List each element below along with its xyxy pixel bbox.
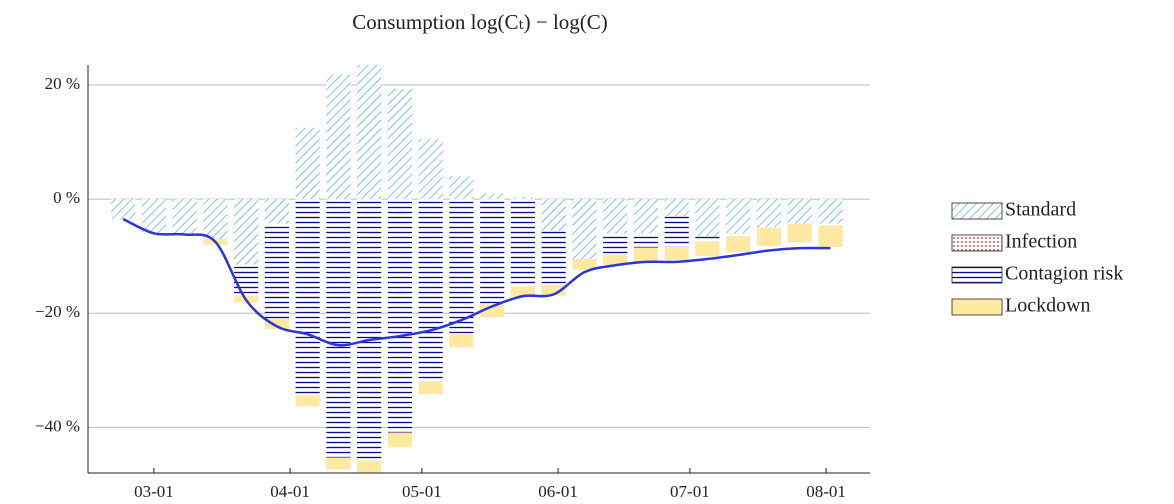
bar-segment (818, 199, 843, 224)
bar-segment (633, 233, 659, 248)
y-tick-label: 0 % (53, 188, 80, 207)
bar-segment (141, 199, 166, 234)
bar-segment (633, 247, 659, 262)
bar-segment (541, 199, 566, 231)
x-tick-label: 04-01 (270, 482, 310, 501)
legend-label: Infection (1005, 231, 1077, 253)
bar-segment (818, 225, 843, 248)
legend-swatch (951, 266, 1003, 284)
bar-segment (357, 460, 382, 473)
bar-segment (726, 233, 751, 237)
bar-segment (664, 247, 689, 261)
bar-segment (387, 432, 413, 448)
legend-label: Lockdown (1005, 295, 1091, 317)
bar-segment (295, 199, 320, 396)
bar-segment (726, 236, 751, 253)
bar-segment (510, 199, 536, 287)
bar-segment (449, 199, 474, 334)
bar-segment (541, 230, 566, 285)
bar-segment (480, 199, 505, 305)
bar-segment (787, 223, 812, 243)
bar-segment (695, 236, 720, 242)
x-tick-label: 05-01 (402, 482, 442, 501)
bar-segment (357, 65, 382, 200)
x-tick-label: 06-01 (538, 482, 578, 501)
bar-segment (387, 88, 413, 200)
chart-title: Consumption log(Cₜ) − log(C) (352, 10, 608, 34)
bar-segment (264, 223, 289, 319)
bar-segment (787, 199, 812, 224)
bar-segment (234, 264, 259, 296)
y-tick-label: 20 % (45, 74, 80, 93)
bar-segment (603, 199, 628, 234)
bar-segment (756, 227, 782, 246)
bar-segment (295, 395, 320, 407)
consumption-line (122, 217, 831, 347)
bar-segment (387, 199, 413, 433)
bar-segment (510, 197, 536, 200)
bar-segment (664, 199, 689, 217)
bar-segment (203, 199, 228, 240)
bar-segment (603, 254, 628, 265)
bar-segment (480, 304, 505, 318)
y-tick-label: −20 % (35, 302, 80, 321)
bar-segment (480, 193, 505, 200)
legend-swatch (951, 234, 1003, 252)
bar-segment (264, 199, 289, 224)
legend-swatch (951, 298, 1003, 316)
bar-segment (510, 286, 536, 297)
bar-segment (756, 199, 782, 228)
bar-segment (326, 457, 351, 470)
bar-segment (111, 199, 136, 220)
bar-segment (357, 199, 382, 461)
bar-segment (234, 199, 259, 265)
bar-segment (449, 176, 474, 200)
bar-segment (418, 381, 443, 395)
bar-segment (664, 216, 689, 248)
y-tick-label: −40 % (35, 416, 80, 435)
x-tick-label: 08-01 (806, 482, 846, 501)
legend-swatch (951, 202, 1003, 220)
bar-segment (572, 199, 597, 260)
x-tick-label: 03-01 (134, 482, 174, 501)
bar-segment (603, 233, 628, 255)
bar-segment (418, 139, 443, 200)
bar-segment (326, 74, 351, 200)
bar-segment (172, 199, 197, 234)
legend-label: Standard (1005, 199, 1076, 221)
bar-segment (695, 199, 720, 237)
bar-segment (418, 199, 443, 382)
bar-segment (572, 259, 597, 270)
bar-segment (541, 284, 566, 296)
bar-segment (818, 223, 843, 226)
bar-segment (326, 199, 351, 458)
bar-segment (264, 318, 289, 330)
x-tick-label: 07-01 (670, 482, 710, 501)
legend-label: Contagion risk (1005, 263, 1123, 285)
bar-segment (295, 127, 320, 200)
bar-segment (449, 333, 474, 348)
bar-segment (633, 199, 659, 234)
bar-segment (695, 241, 720, 257)
bar-segment (726, 199, 751, 234)
